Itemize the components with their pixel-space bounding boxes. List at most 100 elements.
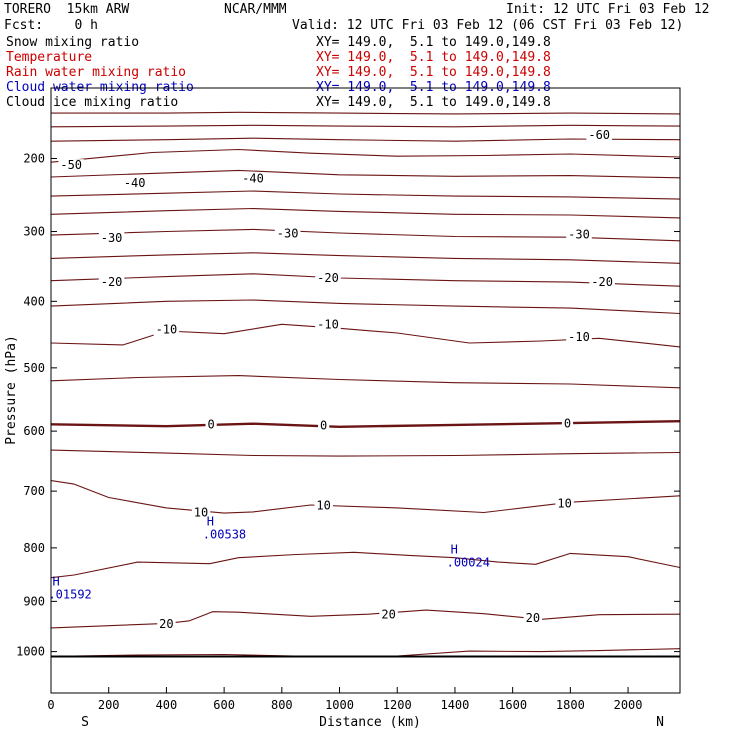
isotherm-label-bg [315,318,341,331]
isotherm-label: -30 [101,231,123,245]
isotherm-label-bg [98,276,125,289]
valid-time: Valid: 12 UTC Fri 03 Feb 12 (06 CST Fri … [292,18,684,33]
x-tick-label: 600 [213,698,235,712]
isotherm-label: 10 [194,506,208,520]
field-xy-cloud-ice: XY= 149.0, 5.1 to 149.0,149.8 [316,95,551,110]
isotherm-label-bg [274,227,301,240]
isotherm-label: -20 [317,271,339,285]
isotherm-line [50,124,681,128]
isotherm-line [50,609,681,629]
y-tick-label: 700 [23,484,45,498]
isotherm-label-bg [561,417,574,430]
isotherm-line [50,420,681,428]
maximum-value: .00024 [447,555,490,569]
isotherm-line [50,252,681,264]
field-name-snow: Snow mixing ratio [6,35,140,50]
isotherm-line [50,551,681,579]
isotherm-label-bg [523,611,543,624]
isotherm-label-bg [153,323,180,336]
y-tick-label: 300 [23,225,45,239]
isotherm-label: -20 [591,275,613,289]
maximum-value: .01592 [48,588,91,602]
isotherm-line [50,273,681,287]
x-tick-label: 1000 [325,698,354,712]
axis-ticks: 0 200 400 600 800 1000 1200 1400 1600 1800 2000200… [16,151,680,712]
isotherm-label: 0 [564,417,571,431]
isotherm-label-bg [586,129,613,142]
isotherm-label: -10 [317,317,339,331]
isotherm-label-bg [566,330,592,343]
isotherm-label: -30 [277,227,299,241]
x-tick-label: 200 [98,698,120,712]
field-name-cloud-ice: Cloud ice mixing ratio [6,95,179,110]
isotherm-line [50,299,681,315]
isotherm-label: -40 [124,176,146,190]
isotherm-label: 0 [208,417,215,431]
isotherm-label: 0 [320,419,327,433]
isotherm-line [50,148,681,163]
isotherm-label: 20 [159,617,173,631]
isotherm-line [50,480,681,514]
y-tick-label: 1000 [16,645,45,659]
maximum-h-marker: H [451,542,458,556]
isotherm-label-bg [318,419,330,432]
y-tick-label: 800 [23,541,45,555]
isotherm-label: -50 [60,158,82,172]
field-xy-temperature: XY= 149.0, 5.1 to 149.0,149.8 [316,50,551,65]
y-tick-label: 600 [23,424,45,438]
x-tick-label: 1400 [440,698,469,712]
isotherm-label: -10 [568,330,590,344]
isotherm-label-bg [240,172,266,185]
isotherm-label-bg [315,271,341,284]
isotherm-label: 10 [316,499,330,513]
isotherm-label: 20 [381,608,395,622]
y-tick-label: 900 [23,594,45,608]
isotherm-label-bg [58,159,84,172]
isotherm-label: -10 [156,323,178,337]
isotherm-labels: -60 -50 -40 -40 -30 -30 -30 -20 -20 -20 -10 -10 -10 0… [58,128,615,631]
y-axis-label: Pressure (hPa) [4,335,19,445]
x-tick-label: 1600 [498,698,527,712]
north-end-label: N [656,715,664,730]
isotherm-label-bg [566,228,592,241]
isotherm-label: -30 [568,227,590,241]
x-tick-label: 400 [156,698,178,712]
field-xy-snow: XY= 149.0, 5.1 to 149.0,149.8 [316,35,551,50]
x-tick-label: 2000 [614,698,643,712]
forecast-hour: Fcst: 0 h [4,18,98,33]
field-name-rain: Rain water mixing ratio [6,65,187,80]
x-axis-label: Distance (km) [319,715,421,730]
x-tick-label: 0 [47,698,54,712]
model-title: TORERO 15km ARW [4,2,130,17]
isotherm-label-bg [589,276,615,289]
chart-header: TORERO 15km ARW NCAR/MMM Init: 12 UTC Fr… [0,0,740,112]
isotherm-label: -40 [242,172,264,186]
maximum-h-marker: H [52,575,59,589]
isotherm-label-bg [98,231,125,244]
isotherm-label-bg [205,418,217,431]
isotherm-line [50,207,681,219]
isotherm-line [50,449,681,457]
isotherm-contours [50,111,681,657]
field-xy-rain: XY= 149.0, 5.1 to 149.0,149.8 [316,65,551,80]
isotherm-label: 20 [526,611,540,625]
isotherm-line [50,169,681,179]
y-tick-label: 200 [23,151,45,165]
y-tick-label: 400 [23,294,45,308]
org-label: NCAR/MMM [224,2,287,17]
isotherm-line [51,111,681,115]
field-name-temperature: Temperature [6,50,93,65]
maximum-value: .00538 [203,528,246,542]
x-tick-label: 1800 [556,698,585,712]
isotherm-label-bg [555,497,574,510]
isotherm-line [50,137,681,142]
isotherm-line [50,648,681,657]
isotherm-label: 10 [557,496,571,510]
isotherm-label-bg [157,617,176,630]
isotherm-label-bg [121,176,148,189]
isotherm-line [50,375,681,389]
isotherm-label: -20 [101,275,123,289]
isotherm-label: -60 [588,128,610,142]
isotherm-label-bg [379,608,398,621]
